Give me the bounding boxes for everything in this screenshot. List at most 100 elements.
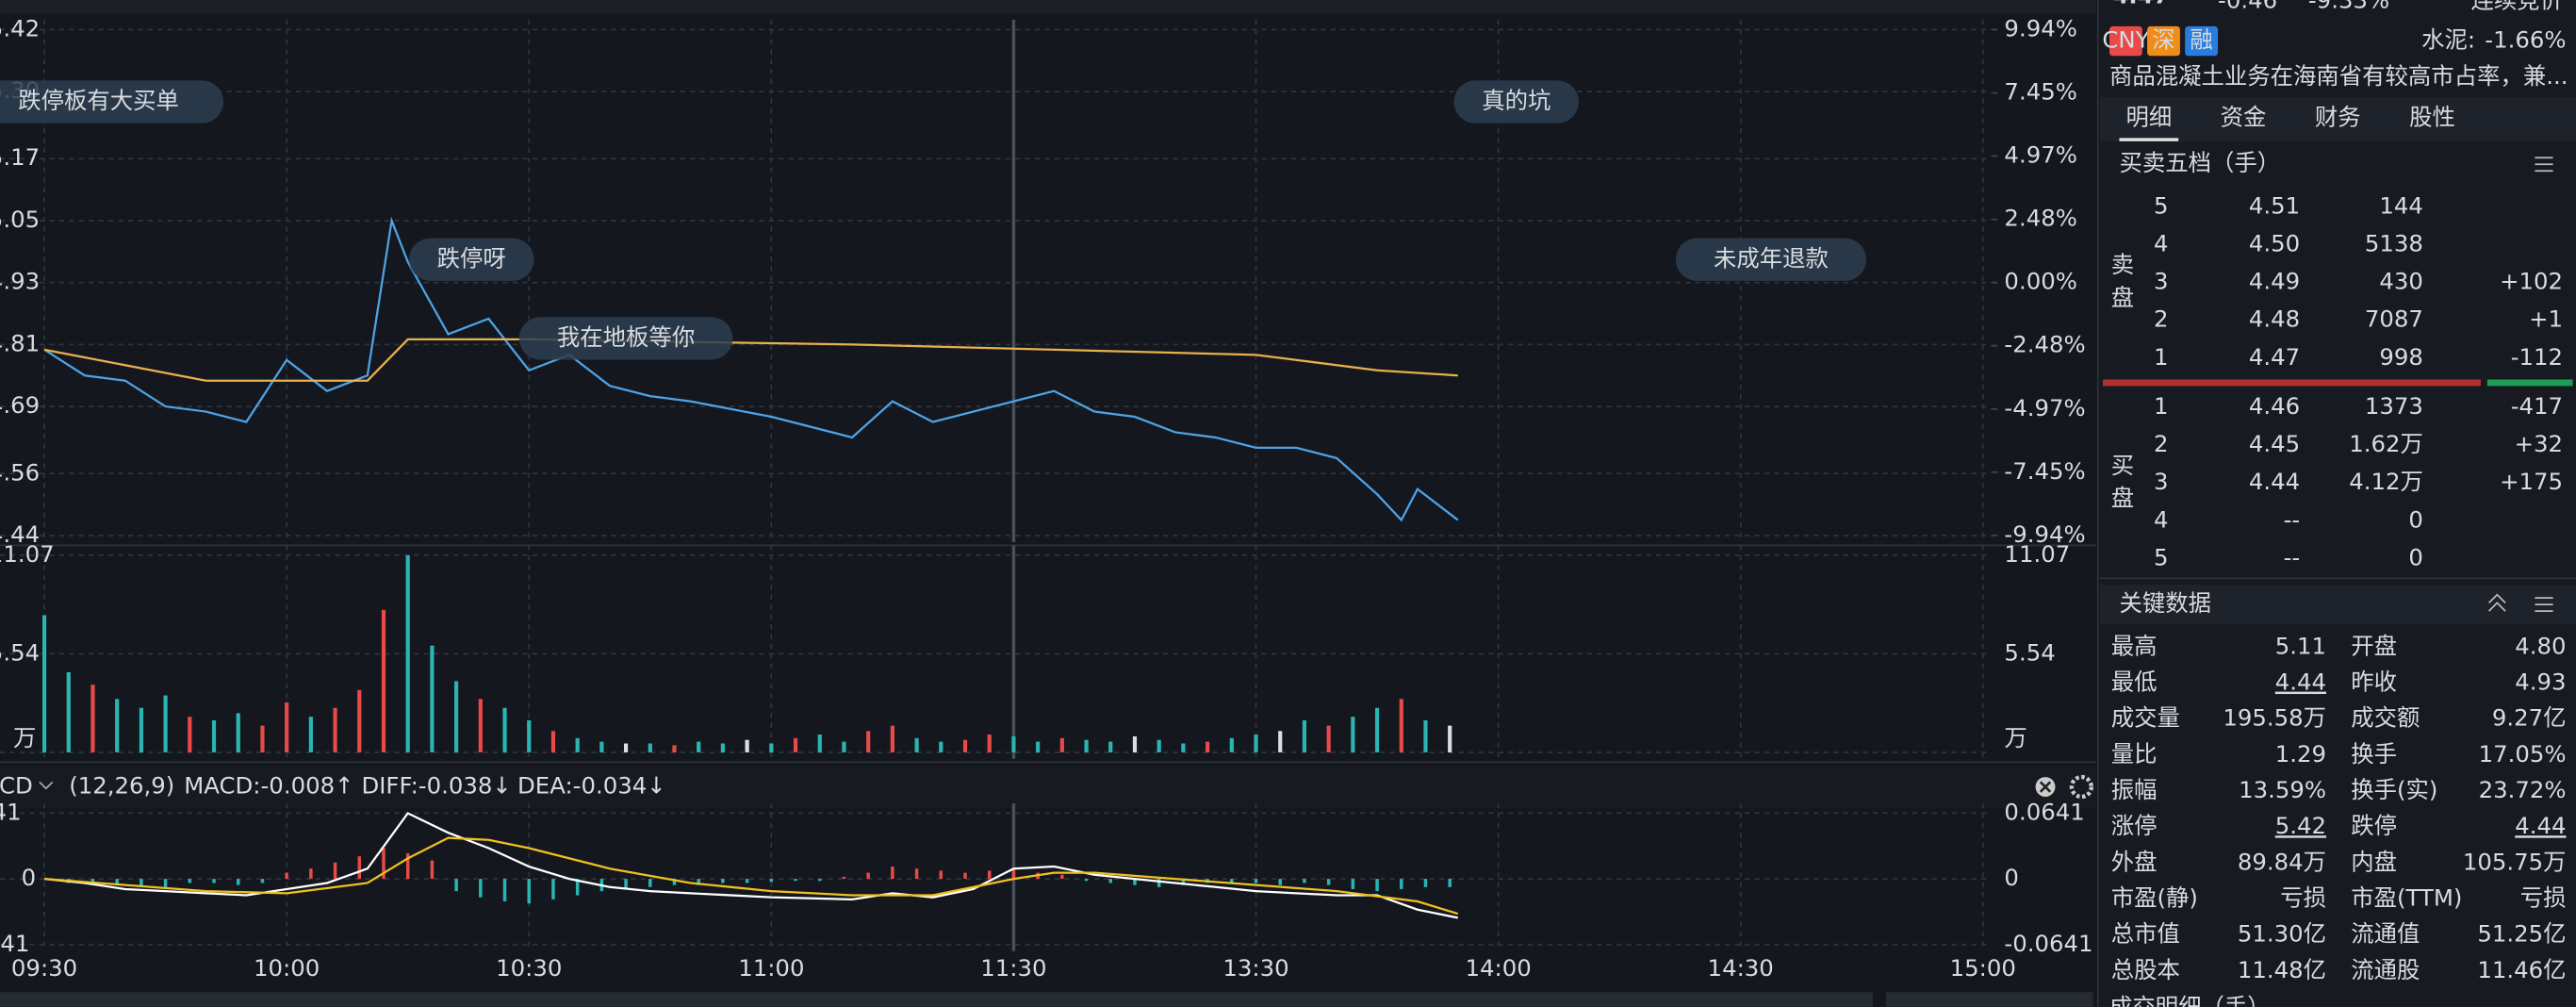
order-volume: 4.12万 bbox=[2349, 468, 2423, 495]
key-label: 市盈(TTM) bbox=[2351, 884, 2462, 912]
volume-bar bbox=[405, 554, 410, 752]
book-divider bbox=[2103, 379, 2481, 387]
macd-bar bbox=[1084, 879, 1089, 882]
macd-bar bbox=[1060, 874, 1064, 880]
macd-bar bbox=[333, 862, 337, 880]
order-change: +102 bbox=[2500, 268, 2563, 295]
key-value: 1.29 bbox=[2275, 740, 2326, 768]
macd-bar bbox=[891, 867, 894, 880]
macd-bar bbox=[697, 879, 700, 885]
comment-text: 真的坑 bbox=[1482, 87, 1551, 114]
volume-bar bbox=[1448, 725, 1452, 752]
order-price: 4.49 bbox=[2249, 268, 2300, 295]
key-label: 涨停 bbox=[2111, 812, 2158, 839]
badge-text: 深 bbox=[2152, 26, 2174, 54]
level: 3 bbox=[2154, 468, 2169, 495]
volume-bar bbox=[1326, 725, 1331, 752]
tab-underline bbox=[2119, 138, 2179, 141]
x-tick-label: 10:00 bbox=[254, 954, 320, 982]
book-divider bbox=[2486, 379, 2573, 387]
collapse-icon[interactable] bbox=[2488, 593, 2506, 612]
order-volume: 1373 bbox=[2365, 392, 2423, 420]
y2-tick-label: -9.94% bbox=[2004, 520, 2085, 548]
volume-bar bbox=[1132, 735, 1138, 752]
macd-bar bbox=[212, 879, 216, 883]
macd-bar bbox=[721, 879, 725, 883]
macd-bar bbox=[357, 856, 362, 880]
tab[interactable]: 资金 bbox=[2221, 103, 2267, 130]
macd-bar bbox=[987, 870, 992, 880]
x-tick-label: 14:00 bbox=[1465, 954, 1531, 982]
macd-bar bbox=[1400, 879, 1403, 889]
scrollbar[interactable] bbox=[0, 992, 1874, 1007]
macd-bar bbox=[1133, 879, 1137, 885]
order-volume: 0 bbox=[2408, 543, 2423, 570]
volume-bar bbox=[1302, 719, 1307, 752]
sector-label: 水泥: bbox=[2421, 26, 2475, 54]
volume-bar bbox=[188, 717, 192, 752]
macd-bar bbox=[672, 879, 677, 885]
dropdown-chevron[interactable] bbox=[39, 781, 54, 790]
volume-bar bbox=[672, 745, 677, 752]
badge-text: CNY bbox=[2102, 26, 2149, 54]
y-tick-label: 5.42 bbox=[0, 14, 40, 41]
legend-entry: DIFF:-0.038↓ bbox=[361, 772, 511, 800]
menu-icon[interactable] bbox=[2535, 597, 2553, 612]
footer-title: 成交明细（手） bbox=[2109, 994, 2271, 1007]
order-price: 4.51 bbox=[2249, 192, 2300, 220]
key-value: 4.93 bbox=[2515, 669, 2566, 696]
key-label: 流通股 bbox=[2351, 956, 2420, 983]
tab[interactable]: 明细 bbox=[2125, 103, 2172, 130]
volume-bar bbox=[333, 707, 337, 752]
volume-bar bbox=[1084, 739, 1089, 752]
volume-bar bbox=[599, 741, 604, 752]
y2-tick-label: 万 bbox=[2004, 724, 2026, 751]
legend-entry: DEA:-0.034↓ bbox=[517, 772, 666, 800]
side-label: 买盘 bbox=[2111, 452, 2134, 512]
y-tick-label: 4.56 bbox=[0, 458, 40, 486]
macd-bar bbox=[842, 876, 846, 880]
macd-bar bbox=[769, 879, 774, 883]
y2-tick-label: -0.0641 bbox=[2004, 930, 2092, 957]
macd-bar bbox=[963, 872, 967, 880]
volume-bar bbox=[163, 695, 168, 752]
macd-bar bbox=[551, 879, 555, 900]
volume-bar bbox=[1278, 731, 1283, 752]
volume-bar bbox=[260, 725, 265, 752]
settings-button[interactable] bbox=[2069, 774, 2093, 800]
volume-bar bbox=[90, 685, 95, 752]
order-volume: 998 bbox=[2379, 343, 2423, 371]
macd-bar bbox=[866, 872, 870, 880]
macd-bar bbox=[527, 879, 531, 904]
volume-bar bbox=[139, 707, 143, 752]
volume-bar bbox=[1036, 741, 1041, 752]
scrollbar[interactable] bbox=[1885, 992, 2093, 1007]
key-label: 成交额 bbox=[2351, 704, 2420, 732]
order-volume: 7087 bbox=[2365, 305, 2423, 333]
macd-bar bbox=[309, 868, 313, 880]
key-value: 5.11 bbox=[2275, 632, 2326, 659]
badge bbox=[2185, 25, 2219, 57]
x-tick-label: 15:00 bbox=[1950, 954, 2016, 982]
key-value: 195.58万 bbox=[2223, 704, 2326, 732]
y-tick-label: 0 bbox=[22, 864, 37, 891]
volume-bar bbox=[842, 741, 846, 752]
tab[interactable]: 财务 bbox=[2315, 103, 2361, 130]
y2-tick-label: 0.0641 bbox=[2004, 798, 2084, 825]
y-tick-label: 5.05 bbox=[0, 206, 40, 233]
volume-bar bbox=[1254, 735, 1258, 752]
macd-bar bbox=[1011, 868, 1016, 880]
key-value: 11.48亿 bbox=[2238, 956, 2326, 983]
key-label: 振幅 bbox=[2111, 776, 2158, 803]
macd-bar bbox=[745, 879, 749, 883]
order-price: 4.46 bbox=[2249, 392, 2300, 420]
menu-icon[interactable] bbox=[2535, 157, 2553, 173]
key-value: 4.44 bbox=[2515, 812, 2566, 839]
x-tick-label: 14:30 bbox=[1708, 954, 1774, 982]
key-label: 成交量 bbox=[2111, 704, 2180, 732]
tab[interactable]: 股性 bbox=[2409, 103, 2455, 130]
key-value: 105.75万 bbox=[2463, 848, 2567, 875]
y-tick-label: 万 bbox=[13, 724, 36, 751]
x-tick-label: 11:00 bbox=[738, 954, 804, 982]
volume-bar bbox=[308, 717, 313, 752]
